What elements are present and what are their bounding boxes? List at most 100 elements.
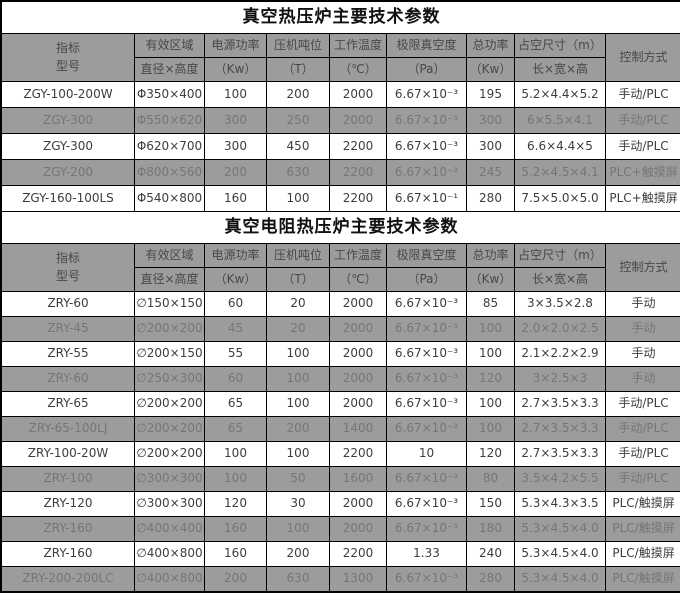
control-mode-cell: PLC+触摸屏 [604, 159, 680, 186]
table-row: ZGY-300 Φ620×700 300 450 2200 6.67×10⁻³ 300 6.6… [1, 133, 680, 160]
power-cell: 200 [204, 159, 267, 186]
model-cell: ZRY-60 [1, 366, 135, 392]
tonnage-cell: 450 [266, 133, 330, 160]
model-cell: ZRY-65 [1, 391, 135, 417]
table-row: ZRY-100-20W ∅200×200 100 100 2200 10 120 2.7×3.… [1, 441, 680, 467]
temperature-cell: 2000 [329, 491, 387, 517]
table-row: ZGY-300 Φ550×620 300 250 2000 6.67×10⁻³ 300 6×5… [1, 107, 680, 134]
total-power-cell: 300 [466, 133, 515, 160]
temperature-cell: 1400 [329, 416, 387, 442]
spec-sheet: 真空热压炉主要技术参数指标 型号 有效区域 电源功率 压机吨位 工作温度 极限真空度 总功率占… [0, 0, 680, 593]
vacuum-cell: 1.33 [386, 541, 467, 567]
column-header-top: 总功率 [466, 33, 515, 58]
control-mode-cell: 手动 [604, 341, 680, 367]
power-cell: 100 [204, 81, 267, 108]
column-header-unit: （℃） [329, 57, 387, 82]
power-cell: 55 [204, 341, 267, 367]
power-cell: 100 [204, 441, 267, 467]
power-cell: 65 [204, 391, 267, 417]
bottom-spacer [0, 593, 680, 603]
model-cell: ZRY-65-100LJ [1, 416, 135, 442]
total-power-cell: 180 [466, 516, 515, 542]
temperature-cell: 2200 [329, 159, 387, 186]
table-row: ZRY-160 ∅400×400 160 100 2000 6.67×10⁻³ 180 5.3… [1, 516, 680, 542]
model-cell: ZGY-300 [1, 133, 135, 160]
header-row-top: 指标 型号 有效区域 电源功率 压机吨位 工作温度 极限真空度 总功率 占空尺寸（m） 控制方式 [1, 243, 680, 292]
model-cell: ZRY-100-20W [1, 441, 135, 467]
power-cell: 200 [204, 566, 267, 592]
tonnage-cell: 100 [266, 366, 330, 392]
footprint-cell: 3.5×4.2×5.5 [514, 466, 606, 492]
model-cell: ZGY-300 [1, 107, 135, 134]
table-section-title-row: 真空热压炉主要技术参数 [0, 1, 680, 34]
table-row: ZGY-100-200W Φ350×400 100 200 2000 6.67×10⁻³ 1… [1, 81, 680, 108]
vacuum-cell: 6.67×10⁻¹ [386, 185, 467, 212]
footprint-cell: 5.3×4.5×4.0 [514, 566, 606, 592]
column-header-unit: （T） [266, 267, 330, 292]
column-header-control: 控制方式 [604, 33, 680, 82]
effective-area-cell: ∅200×200 [134, 316, 205, 342]
power-cell: 100 [204, 466, 267, 492]
footprint-cell: 7.5×5.0×5.0 [514, 185, 606, 212]
footprint-cell: 5.3×4.3×3.5 [514, 491, 606, 517]
header-corner-indicator: 指标 [55, 251, 80, 266]
column-header-top: 压机吨位 [266, 243, 330, 268]
temperature-cell: 1600 [329, 466, 387, 492]
column-header-unit: （Kw） [466, 267, 515, 292]
tonnage-cell: 100 [266, 441, 330, 467]
tonnage-cell: 630 [266, 566, 330, 592]
table-row: ZRY-120 ∅300×300 120 30 2000 6.67×10⁻³ 150 5.3×… [1, 491, 680, 517]
vacuum-cell: 6.67×10⁻³ [386, 466, 467, 492]
tonnage-cell: 100 [266, 516, 330, 542]
power-cell: 60 [204, 366, 267, 392]
total-power-cell: 100 [466, 391, 515, 417]
temperature-cell: 2000 [329, 291, 387, 317]
control-mode-cell: PLC/触摸屏 [604, 491, 680, 517]
column-header-unit: （Kw） [204, 57, 267, 82]
column-header-top: 总功率 [466, 243, 515, 268]
column-header-unit: （Pa） [386, 267, 467, 292]
total-power-cell: 100 [466, 316, 515, 342]
vacuum-cell: 6.67×10⁻³ [386, 81, 467, 108]
model-cell: ZGY-200 [1, 159, 135, 186]
table-row: ZRY-45 ∅200×200 45 20 2000 6.67×10⁻³ 100 2.0×2.… [1, 316, 680, 342]
total-power-cell: 120 [466, 441, 515, 467]
total-power-cell: 195 [466, 81, 515, 108]
vacuum-cell: 6.67×10⁻³ [386, 416, 467, 442]
control-mode-cell: 手动/PLC [604, 466, 680, 492]
column-header-unit: 直径×高度 [134, 57, 205, 82]
control-mode-cell: 手动 [604, 291, 680, 317]
temperature-cell: 2200 [329, 185, 387, 212]
effective-area-cell: ∅300×300 [134, 466, 205, 492]
header-corner-indicator: 指标 [55, 41, 80, 56]
power-cell: 45 [204, 316, 267, 342]
effective-area-cell: Φ800×560 [134, 159, 205, 186]
effective-area-cell: ∅250×300 [134, 366, 205, 392]
vacuum-cell: 6.67×10⁻³ [386, 366, 467, 392]
tonnage-cell: 20 [266, 316, 330, 342]
effective-area-cell: Φ350×400 [134, 81, 205, 108]
column-header-top: 工作温度 [329, 33, 387, 58]
total-power-cell: 280 [466, 185, 515, 212]
table-section-title-row: 真空电阻热压炉主要技术参数 [0, 211, 680, 244]
vacuum-cell: 6.67×10⁻³ [386, 316, 467, 342]
total-power-cell: 80 [466, 466, 515, 492]
column-header-top: 电源功率 [204, 33, 267, 58]
column-header-top: 占空尺寸（m） [514, 33, 606, 58]
column-header-top: 占空尺寸（m） [514, 243, 606, 268]
tonnage-cell: 630 [266, 159, 330, 186]
temperature-cell: 1300 [329, 566, 387, 592]
temperature-cell: 2200 [329, 541, 387, 567]
vacuum-cell: 6.67×10⁻³ [386, 159, 467, 186]
tonnage-cell: 250 [266, 107, 330, 134]
footprint-cell: 5.3×4.5×4.0 [514, 541, 606, 567]
control-mode-cell: 手动/PLC [604, 391, 680, 417]
header-corner-cell: 指标 型号 [1, 243, 135, 292]
footprint-cell: 2.7×3.5×3.3 [514, 416, 606, 442]
control-mode-cell: 手动 [604, 366, 680, 392]
footprint-cell: 6.6×4.4×5 [514, 133, 606, 160]
control-mode-cell: 手动/PLC [604, 107, 680, 134]
effective-area-cell: ∅400×800 [134, 566, 205, 592]
model-cell: ZRY-45 [1, 316, 135, 342]
table-row: ZRY-65-100LJ ∅200×200 65 200 1400 6.67×10⁻³ 10… [1, 416, 680, 442]
